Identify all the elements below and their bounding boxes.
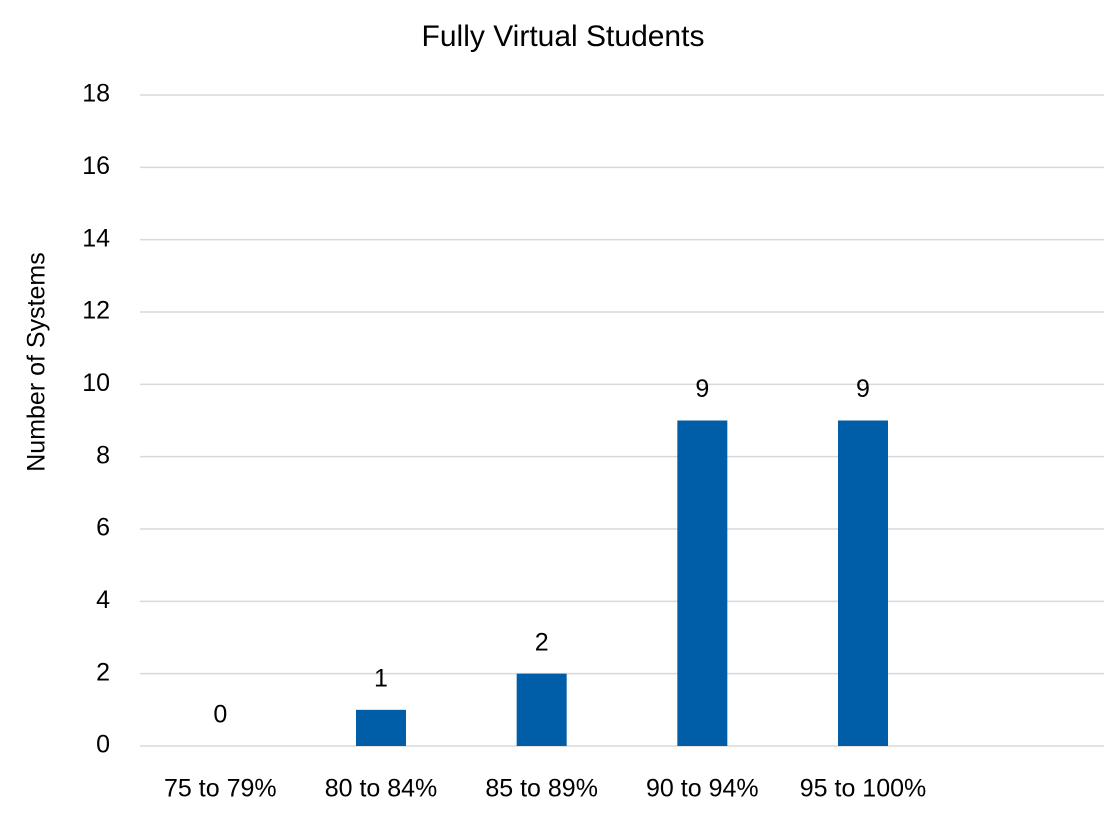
y-axis-label: Number of Systems: [23, 252, 51, 472]
bar: [838, 420, 888, 746]
y-tick-label: 12: [82, 297, 110, 325]
y-tick-label: 14: [82, 224, 110, 252]
data-label: 9: [695, 375, 709, 403]
data-label: 1: [374, 664, 388, 692]
x-tick-label: 90 to 94%: [646, 775, 759, 803]
x-tick-label: 95 to 100%: [800, 775, 927, 803]
data-label: 0: [213, 701, 227, 729]
y-tick-label: 18: [82, 80, 110, 108]
bar: [356, 709, 406, 746]
y-tick-label: 6: [96, 514, 110, 542]
x-tick-label: 85 to 89%: [485, 775, 598, 803]
data-label: 2: [535, 628, 549, 656]
data-label: 9: [856, 375, 870, 403]
x-tick-label: 80 to 84%: [325, 775, 438, 803]
bar: [516, 673, 567, 746]
x-tick-label: 75 to 79%: [164, 775, 277, 803]
y-tick-label: 8: [96, 441, 110, 469]
chart-title: Fully Virtual Students: [422, 20, 705, 53]
y-tick-label: 0: [96, 731, 110, 759]
y-tick-label: 16: [82, 152, 110, 180]
y-tick-label: 10: [82, 369, 110, 397]
bar: [677, 420, 728, 746]
y-tick-label: 4: [96, 586, 110, 614]
y-tick-label: 2: [96, 658, 110, 686]
